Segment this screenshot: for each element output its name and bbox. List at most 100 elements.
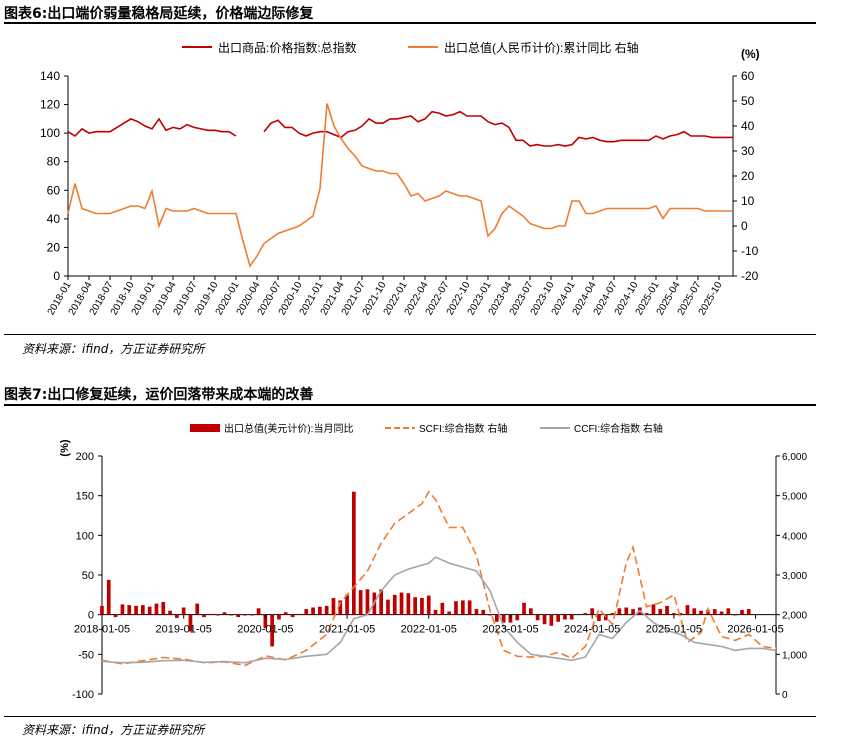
bar [304,609,309,615]
bar [665,605,669,615]
x-tick-label: 2021-01-05 [319,624,375,636]
y-right-tick-label: 6,000 [782,452,807,463]
bar [134,605,138,615]
bar [420,598,424,615]
bar [249,614,254,616]
y-left-unit: (%) [59,439,71,456]
bar [712,609,717,615]
bar [631,609,635,615]
bar [515,614,520,621]
y-right-tick-label: 1,000 [782,650,807,661]
y-right-tick-label: 4,000 [782,531,807,542]
bar [106,579,111,615]
bar [692,608,697,615]
bar [569,614,574,620]
y-right-tick-label: 60 [741,69,755,83]
y-left-tick-label: 0 [88,610,94,622]
bar [624,607,629,615]
bar [297,613,302,615]
bar [549,614,554,626]
bar [556,614,560,622]
x-tick-label: 2023-01-05 [482,624,538,636]
bar [610,613,615,615]
y-right-tick-label: 2,000 [782,611,807,622]
legend-label-2: 出口总值(人民币计价):累计同比 右轴 [444,40,639,55]
bar [426,595,431,615]
bar [358,590,363,615]
y-left-tick-label: 40 [47,212,61,226]
x-tick-label: 2026-01-05 [727,624,783,636]
bar [365,589,370,615]
bar [583,613,588,615]
x-tick-label: 2024-01-05 [564,624,620,636]
y-right-tick-label: 20 [741,169,755,183]
bar [590,608,594,615]
bar [726,608,731,615]
figure7-title: 图表7:出口修复延续，运价回落带来成本端的改善 [4,387,314,403]
legend-label-3: CCFI:综合指数 右轴 [574,422,663,435]
series-line-2 [101,490,777,667]
bar [331,598,336,615]
bar [263,614,268,629]
bar [147,606,152,615]
y-left-tick-label: 200 [76,451,94,463]
y-left-tick-label: -100 [72,689,94,701]
bar [352,491,356,615]
bar [658,609,663,615]
y-right-tick-label: -20 [741,269,759,283]
bar [195,603,200,615]
bar [168,610,172,615]
bar [175,614,179,618]
bar [746,609,751,615]
figure7-source: 资料来源：ifind，方正证券研究所 [22,723,205,737]
bar [535,614,540,621]
bar [215,614,220,616]
bar [413,597,417,615]
legend-swatch-1 [190,424,220,432]
series-line-1 [67,110,733,147]
bar [678,613,683,615]
bar [392,594,397,615]
y-left-tick-label: 100 [40,126,60,140]
bar [236,614,240,618]
bar [324,605,329,615]
bar [311,607,315,615]
bar [447,611,451,615]
x-tick-label: 2025-01-05 [646,624,702,636]
y-right-tick-label: -10 [741,244,759,258]
bar [542,614,547,625]
bar [188,614,193,632]
bar [283,612,288,615]
bar [379,589,383,615]
bar [120,604,125,615]
bar [672,613,676,615]
y-left-tick-label: 150 [76,491,94,503]
bar [603,614,608,621]
bar [454,601,458,615]
bar [440,602,445,615]
bar [338,600,343,615]
y-right-tick-label: 40 [741,119,755,133]
bar [243,614,247,616]
bar [529,608,533,615]
figure7-source-rule [4,716,816,717]
bar [229,614,234,616]
bar [161,602,166,615]
figure6-title-rule [4,22,816,24]
y-right-tick-label: 30 [741,144,755,158]
x-tick-label: 2020-01-05 [237,624,293,636]
bar [501,614,506,623]
bar [597,614,601,621]
bar [461,600,465,615]
y-right-tick-label: 5,000 [782,492,807,503]
bar [495,614,499,622]
bar [399,592,404,615]
legend-label-1: 出口商品:价格指数:总指数 [218,40,357,55]
y-left-tick-label: 20 [47,240,61,254]
bar [706,609,710,615]
y-left-tick-label: 0 [53,269,60,283]
bar [222,612,227,615]
bar [345,594,349,615]
y-left-tick-label: 50 [82,570,94,582]
bar [719,611,724,615]
